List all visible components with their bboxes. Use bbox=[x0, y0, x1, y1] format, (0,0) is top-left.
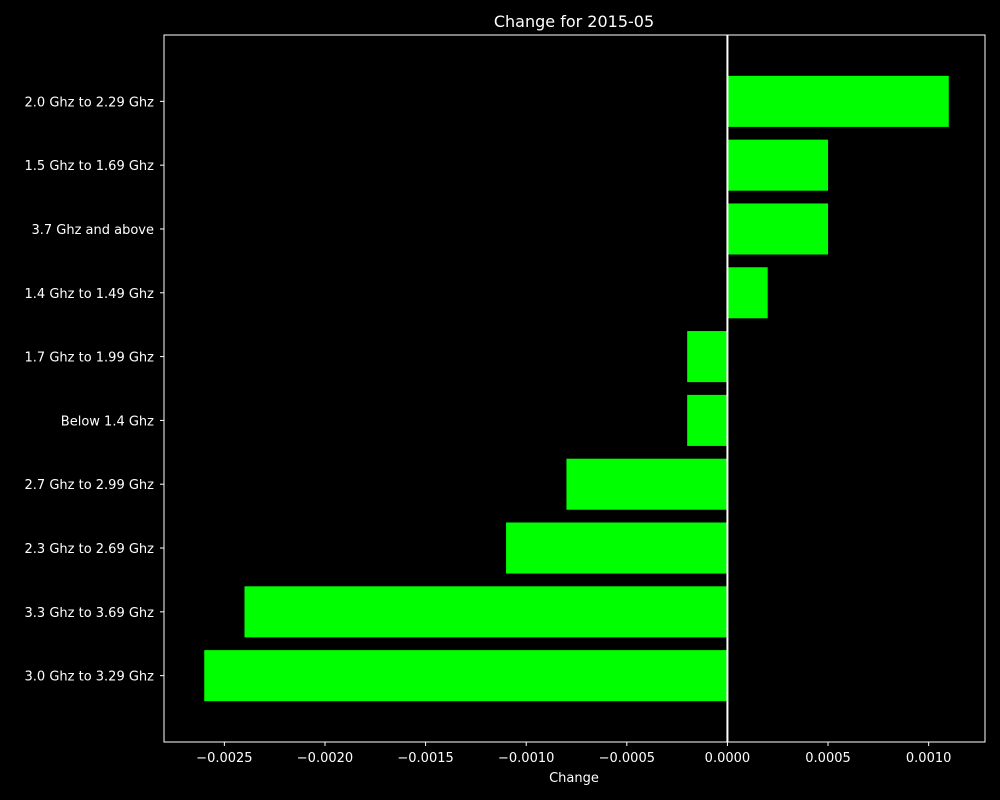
y-tick-label: Below 1.4 Ghz bbox=[61, 414, 154, 429]
y-axis: 2.0 Ghz to 2.29 Ghz 1.5 Ghz to 1.69 Ghz 3.… bbox=[25, 95, 164, 685]
x-axis: −0.0025 −0.0020 −0.0015 −0.0010 −0.0005 0.000… bbox=[196, 742, 951, 766]
y-tick-label: 1.4 Ghz to 1.49 Ghz bbox=[25, 287, 155, 302]
bar bbox=[727, 139, 829, 191]
x-tick-label: −0.0005 bbox=[599, 751, 655, 766]
plot-frame bbox=[163, 34, 986, 743]
bar bbox=[244, 586, 728, 638]
bar bbox=[727, 203, 829, 255]
y-tick-label: 2.7 Ghz to 2.99 Ghz bbox=[25, 478, 155, 493]
x-axis-label: Change bbox=[549, 771, 599, 786]
y-tick-label: 3.3 Ghz to 3.69 Ghz bbox=[25, 606, 155, 621]
y-tick-label: 1.5 Ghz to 1.69 Ghz bbox=[25, 159, 155, 174]
y-tick-label: 1.7 Ghz to 1.99 Ghz bbox=[25, 351, 155, 366]
bar bbox=[727, 75, 949, 127]
y-tick-label: 3.0 Ghz to 3.29 Ghz bbox=[25, 670, 155, 685]
y-tick-label: 3.7 Ghz and above bbox=[31, 223, 154, 238]
x-tick-label: 0.0010 bbox=[906, 751, 952, 766]
y-tick-label: 2.3 Ghz to 2.69 Ghz bbox=[25, 542, 155, 557]
bar bbox=[506, 522, 728, 574]
x-tick-label: −0.0025 bbox=[196, 751, 252, 766]
y-tick-label: 2.0 Ghz to 2.29 Ghz bbox=[25, 95, 155, 110]
x-tick-label: 0.0005 bbox=[805, 751, 851, 766]
bar bbox=[727, 267, 768, 319]
x-tick-label: 0.0000 bbox=[705, 751, 751, 766]
bars-group bbox=[204, 75, 949, 702]
chart-title: Change for 2015-05 bbox=[494, 12, 654, 31]
x-tick-label: −0.0010 bbox=[498, 751, 554, 766]
bar bbox=[687, 394, 728, 446]
bar bbox=[204, 650, 728, 702]
bar bbox=[566, 458, 728, 510]
x-tick-label: −0.0020 bbox=[297, 751, 353, 766]
bar bbox=[687, 331, 728, 383]
x-tick-label: −0.0015 bbox=[397, 751, 453, 766]
